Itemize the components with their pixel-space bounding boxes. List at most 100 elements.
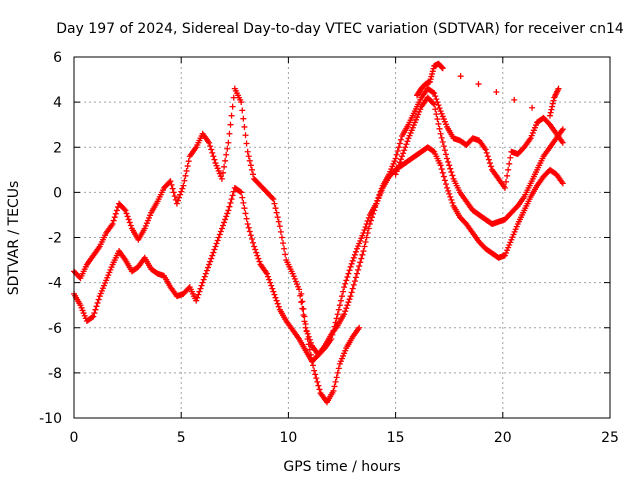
data-point	[331, 323, 338, 330]
data-point	[363, 220, 370, 227]
data-point	[195, 291, 202, 298]
data-point	[365, 225, 372, 232]
data-point	[168, 181, 175, 188]
data-point	[121, 206, 128, 213]
data-point	[244, 220, 251, 227]
data-point	[482, 146, 489, 153]
data-point	[395, 162, 402, 169]
data-point	[503, 178, 510, 185]
data-point	[110, 217, 117, 224]
data-point	[269, 195, 276, 202]
data-point	[439, 65, 446, 72]
data-point	[238, 99, 245, 106]
data-point	[198, 282, 205, 289]
data-point	[363, 234, 370, 241]
data-point	[507, 154, 514, 161]
data-point	[306, 346, 313, 353]
data-point	[430, 89, 437, 96]
data-point	[245, 224, 252, 231]
data-point	[124, 213, 131, 220]
data-point	[200, 276, 207, 283]
data-point	[304, 336, 311, 343]
data-point	[339, 293, 345, 300]
data-point	[376, 191, 383, 198]
data-point	[211, 156, 218, 163]
data-point	[222, 216, 229, 223]
data-point	[298, 290, 305, 297]
data-point	[307, 351, 314, 358]
data-point	[432, 106, 439, 113]
data-point	[351, 278, 358, 285]
data-point	[93, 303, 100, 310]
data-point	[334, 311, 341, 318]
data-point	[275, 303, 282, 310]
data-point	[271, 200, 278, 207]
data-point	[394, 148, 401, 155]
data-point	[501, 184, 508, 191]
data-point	[282, 251, 289, 258]
data-point	[344, 273, 351, 280]
data-point	[302, 320, 309, 327]
data-point	[346, 296, 353, 303]
data-point	[178, 188, 185, 195]
data-point	[220, 169, 227, 176]
data-point	[170, 189, 177, 196]
data-point	[224, 145, 231, 152]
data-point	[315, 382, 322, 389]
data-point	[229, 103, 236, 110]
data-marks	[71, 60, 566, 406]
data-point	[210, 249, 217, 256]
data-point	[345, 299, 352, 306]
data-point	[360, 229, 367, 236]
data-point	[457, 73, 464, 80]
data-point	[352, 248, 359, 255]
data-point	[439, 64, 446, 71]
data-point	[273, 297, 280, 304]
data-point	[176, 194, 183, 201]
data-point	[441, 177, 448, 184]
data-point	[180, 182, 187, 189]
data-point	[223, 213, 230, 220]
data-point	[433, 96, 440, 103]
data-point	[343, 277, 350, 284]
data-point	[193, 297, 200, 304]
data-point	[316, 386, 323, 393]
data-point	[438, 166, 445, 173]
data-point	[344, 302, 351, 309]
data-point	[242, 132, 249, 139]
data-point	[206, 139, 213, 146]
data-point	[403, 141, 410, 148]
data-point	[252, 246, 259, 253]
data-point	[208, 255, 215, 262]
chart-title: Day 197 of 2024, Sidereal Day-to-day VTE…	[56, 21, 624, 37]
data-point	[334, 369, 341, 376]
data-point	[548, 106, 555, 113]
data-point	[310, 362, 317, 369]
axis-ticks	[73, 56, 611, 419]
data-point	[248, 166, 255, 173]
data-point	[357, 259, 364, 266]
data-point	[179, 185, 186, 192]
data-point	[404, 138, 411, 145]
data-point	[444, 184, 451, 191]
data-point	[184, 163, 191, 170]
data-point	[239, 194, 246, 201]
data-point	[199, 279, 206, 286]
data-point	[206, 261, 213, 268]
data-point	[301, 313, 308, 320]
data-point	[393, 151, 400, 158]
data-point	[311, 367, 318, 374]
data-point	[240, 115, 247, 122]
data-point	[493, 88, 500, 95]
x-tick-labels: 0 5 10 15 20 25	[70, 430, 619, 446]
y-tick-label: -2	[48, 231, 62, 247]
data-point	[271, 291, 278, 298]
data-point	[374, 197, 381, 204]
data-point	[256, 258, 263, 265]
data-point	[280, 240, 287, 247]
y-tick-label: -6	[48, 321, 62, 337]
data-point	[125, 216, 132, 223]
data-point	[445, 158, 452, 165]
data-point	[274, 214, 281, 221]
data-point	[205, 264, 211, 271]
